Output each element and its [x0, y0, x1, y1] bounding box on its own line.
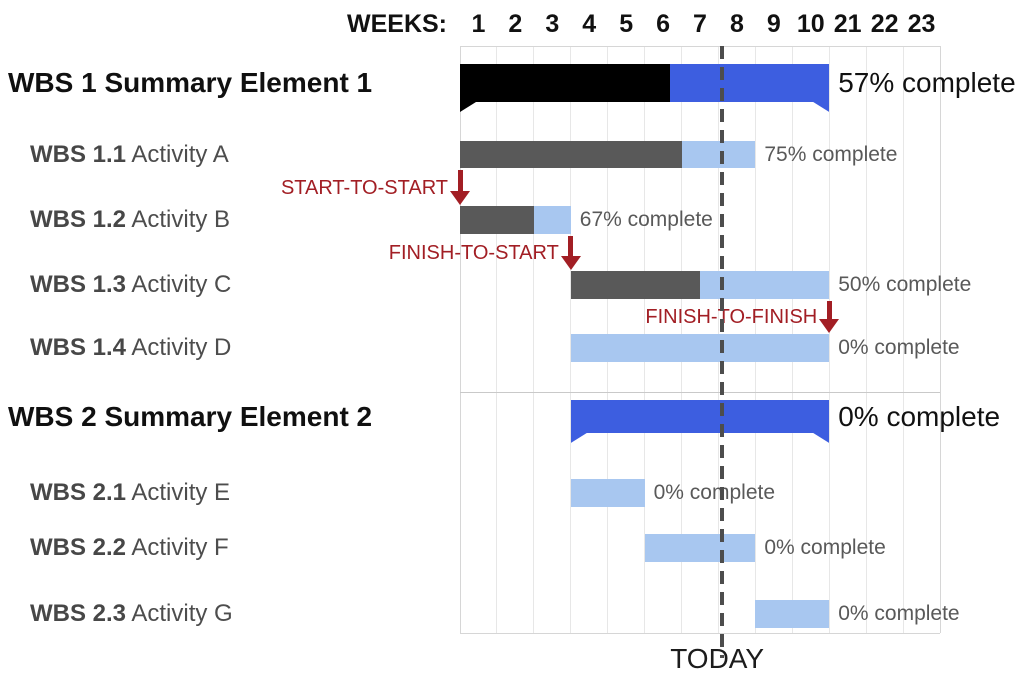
bar-complete-segment — [570, 271, 700, 299]
grid-line-vertical — [459, 46, 461, 633]
dependency-arrow-head — [560, 256, 581, 270]
dependency-label-finish-to-finish: FINISH-TO-FINISH — [645, 306, 818, 328]
activity-bar — [570, 271, 830, 299]
bar-remaining-segment — [534, 206, 571, 234]
grid-line-vertical — [902, 46, 904, 633]
percent-complete-label: 0% complete — [838, 336, 960, 359]
dependency-arrow-shaft — [826, 301, 832, 319]
row-label-wbs-number: WBS 1.3 — [30, 271, 127, 298]
dependency-arrow-shaft — [568, 236, 574, 256]
row-label-wbs-2: WBS 2 Summary Element 2 — [8, 400, 373, 432]
dependency-arrow-shaft — [457, 170, 463, 191]
activity-bar — [460, 206, 571, 234]
bar-remaining-segment — [670, 64, 829, 112]
row-label-wbs-2-2: WBS 2.2 Activity F — [30, 534, 229, 561]
row-label-wbs-1-4: WBS 1.4 Activity D — [30, 334, 232, 361]
row-label-wbs-number: WBS 2.3 — [30, 600, 127, 627]
week-number-label: 23 — [907, 10, 936, 38]
row-label-wbs-2-3: WBS 2.3 Activity G — [30, 600, 233, 627]
dependency-arrow-head — [450, 191, 470, 205]
row-label-wbs-number: WBS 1.4 — [30, 334, 127, 361]
section-separator-line — [460, 392, 940, 393]
row-label-wbs-number: WBS 1.2 — [30, 206, 127, 233]
activity-bar — [460, 141, 756, 168]
bar-remaining-segment — [571, 400, 829, 443]
bar-remaining-segment — [570, 334, 830, 362]
row-label-wbs-2-1: WBS 2.1 Activity E — [30, 479, 231, 506]
week-number-label: 4 — [582, 10, 597, 38]
week-number-label: 1 — [471, 10, 486, 38]
week-number-label: 3 — [545, 10, 560, 38]
summary-bar — [571, 400, 829, 443]
activity-bar — [755, 600, 830, 628]
week-number-label: 2 — [508, 10, 523, 38]
row-label-wbs-number: WBS 1.1 — [30, 140, 127, 168]
grid-line-vertical — [865, 46, 867, 633]
dependency-arrow-head — [819, 319, 840, 333]
week-number-label: 21 — [833, 10, 862, 38]
chart-top-border — [460, 46, 940, 47]
grid-line-vertical — [828, 46, 830, 633]
weeks-header-label: WEEKS: — [347, 10, 447, 38]
percent-complete-label: 57% complete — [838, 67, 1016, 98]
bar-complete-segment — [460, 64, 670, 112]
week-number-label: 10 — [796, 10, 825, 38]
percent-complete-label: 67% complete — [579, 208, 713, 231]
percent-complete-label: 75% complete — [764, 142, 898, 166]
dependency-label-finish-to-start: FINISH-TO-START — [388, 242, 559, 264]
week-number-label: 5 — [619, 10, 634, 38]
week-number-label: 7 — [693, 10, 707, 38]
percent-complete-label: 0% complete — [838, 602, 960, 625]
week-number-label: 9 — [766, 10, 781, 38]
grid-line-vertical — [533, 46, 535, 633]
bar-remaining-segment — [681, 141, 756, 168]
percent-complete-label: 50% complete — [838, 273, 972, 296]
today-label: TODAY — [670, 643, 765, 674]
week-number-label: 8 — [729, 10, 744, 38]
row-label-wbs-number: WBS 2.1 — [30, 479, 127, 506]
week-number-label: 22 — [870, 10, 899, 38]
percent-complete-label: 0% complete — [838, 400, 1001, 432]
bar-complete-segment — [460, 141, 682, 168]
bar-remaining-segment — [644, 534, 756, 562]
row-label-wbs-1-1: WBS 1.1 Activity A — [30, 140, 229, 168]
grid-line-vertical — [496, 46, 498, 633]
bar-remaining-segment — [570, 479, 645, 507]
chart-bottom-border — [460, 633, 940, 634]
dependency-label-start-to-start: START-TO-START — [280, 176, 448, 199]
row-label-wbs-number: WBS 2.2 — [30, 534, 127, 561]
percent-complete-label: 0% complete — [764, 536, 886, 559]
grid-line-vertical — [939, 46, 941, 633]
bar-complete-segment — [460, 206, 535, 234]
row-label-wbs-1-3: WBS 1.3 Activity C — [30, 271, 232, 298]
activity-bar — [570, 334, 830, 362]
week-number-label: 6 — [656, 10, 671, 38]
activity-bar — [570, 479, 645, 507]
percent-complete-label: 0% complete — [653, 481, 776, 504]
activity-bar — [644, 534, 756, 562]
row-label-wbs-1: WBS 1 Summary Element 1 — [8, 67, 373, 98]
row-label-wbs-1-2: WBS 1.2 Activity B — [30, 206, 231, 233]
bar-remaining-segment — [755, 600, 830, 628]
today-dashed-line — [720, 46, 725, 658]
